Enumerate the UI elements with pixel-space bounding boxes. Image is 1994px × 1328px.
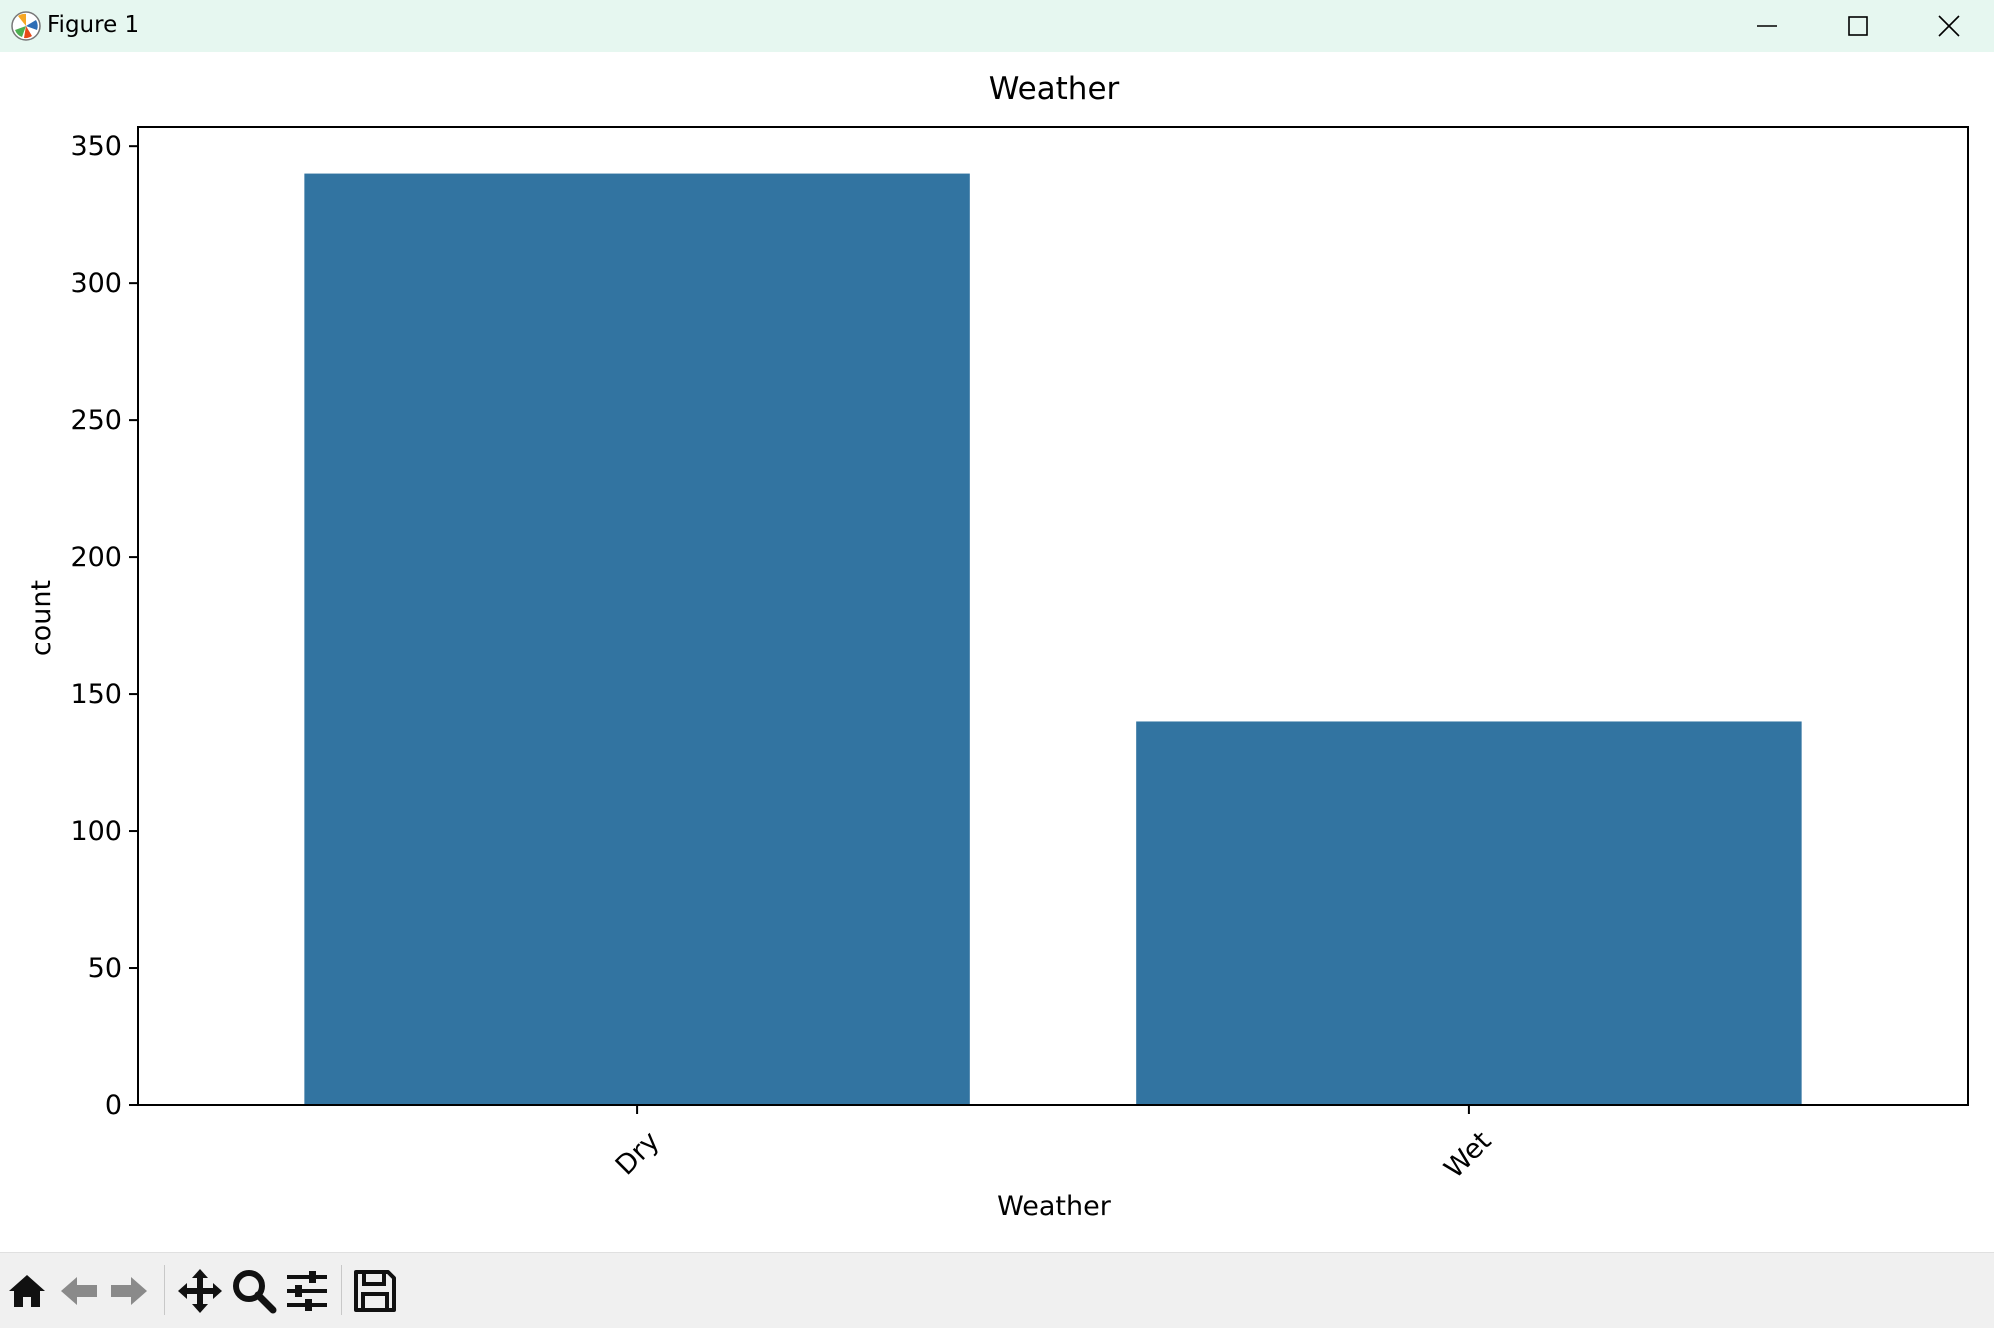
minimize-icon xyxy=(1757,25,1777,27)
toolbar-separator xyxy=(341,1265,342,1315)
y-tick-label: 200 xyxy=(70,542,122,573)
home-button[interactable] xyxy=(2,1263,52,1319)
zoom-button[interactable] xyxy=(229,1263,279,1319)
home-icon xyxy=(9,1275,45,1307)
save-icon xyxy=(354,1270,396,1312)
y-tick-label: 150 xyxy=(70,679,122,710)
y-tick-label: 300 xyxy=(70,268,122,299)
y-tick-label: 50 xyxy=(88,953,122,984)
x-tick-label: Wet xyxy=(1439,1126,1498,1185)
y-tick-label: 250 xyxy=(70,405,122,436)
close-button[interactable] xyxy=(1904,0,1994,52)
y-tick-label: 100 xyxy=(70,816,122,847)
navigation-toolbar xyxy=(0,1252,1994,1328)
bars-group xyxy=(304,173,1802,1106)
zoom-icon xyxy=(233,1270,277,1314)
x-tick-label: Dry xyxy=(610,1126,666,1182)
configure-subplots-button[interactable] xyxy=(282,1263,332,1319)
y-axis-label: count xyxy=(26,580,57,656)
chart-title: Weather xyxy=(989,71,1120,107)
x-axis-ticks: Dry Wet xyxy=(610,1105,1498,1185)
matplotlib-logo-icon xyxy=(11,11,41,41)
maximize-icon xyxy=(1848,16,1868,36)
maximize-button[interactable] xyxy=(1813,0,1903,52)
y-tick-label: 0 xyxy=(105,1090,122,1121)
forward-button[interactable] xyxy=(104,1263,154,1319)
close-icon xyxy=(1938,15,1960,37)
axes-frame xyxy=(137,126,1969,1106)
save-button[interactable] xyxy=(350,1263,400,1319)
figure-canvas[interactable]: Weather 0 50 100 150 200 250 300 350 Dry Wet Wea… xyxy=(0,52,1994,1252)
bar-dry xyxy=(304,173,970,1106)
toolbar-separator xyxy=(164,1265,165,1315)
y-axis-ticks: 0 50 100 150 200 250 300 350 xyxy=(70,131,138,1121)
window-title: Figure 1 xyxy=(47,12,140,38)
pan-icon xyxy=(178,1269,222,1313)
back-button[interactable] xyxy=(54,1263,104,1319)
minimize-button[interactable] xyxy=(1722,0,1812,52)
forward-arrow-icon xyxy=(111,1277,147,1305)
back-arrow-icon xyxy=(61,1277,97,1305)
bar-wet xyxy=(1136,721,1802,1105)
x-axis-label: Weather xyxy=(997,1191,1112,1222)
configure-subplots-icon xyxy=(287,1271,327,1311)
pan-button[interactable] xyxy=(175,1263,225,1319)
y-tick-label: 350 xyxy=(70,131,122,162)
bar-chart: Weather 0 50 100 150 200 250 300 350 Dry Wet Wea… xyxy=(26,71,1969,1222)
window-titlebar: Figure 1 xyxy=(0,0,1994,52)
